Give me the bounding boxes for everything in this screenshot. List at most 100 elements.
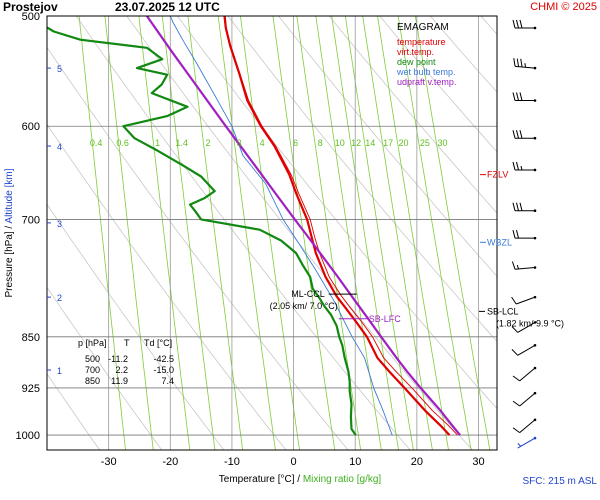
surface-elevation: SFC: 215 m ASL — [523, 476, 598, 487]
dry-adiabat-line — [47, 123, 287, 450]
wind-barb-feather — [519, 202, 523, 211]
mixing-ratio-label: 1 — [155, 138, 160, 148]
annotation-label: WBZL — [487, 237, 512, 247]
mixing-ratio-label: 0.6 — [116, 138, 129, 148]
wind-barb-base — [533, 26, 537, 30]
altitude-tick-label: 4 — [57, 142, 62, 152]
wind-barb-feather — [516, 230, 519, 239]
series-group — [47, 16, 461, 436]
y-tick-label: 500 — [22, 11, 40, 23]
wind-barb — [511, 321, 537, 333]
wind-barb-feather — [512, 427, 520, 434]
wind-barb-shaft — [517, 344, 536, 356]
annotation-label: SB-LFC — [369, 314, 402, 324]
station-name: Prostejov — [3, 0, 58, 14]
table-cell: 850 — [85, 376, 100, 386]
wind-barb — [512, 19, 537, 30]
dry-adiabat-line — [278, 16, 497, 277]
wind-barb-shaft — [519, 392, 536, 407]
dry-adiabat-line — [177, 16, 497, 410]
table-header: p [hPa] — [78, 338, 107, 348]
legend-entry: virt.temp. — [397, 47, 434, 57]
plot-frame — [46, 15, 498, 451]
wind-barb-feather — [511, 349, 519, 356]
legend-entry: wet bulb temp. — [396, 67, 456, 77]
wind-barb-feather — [512, 375, 520, 382]
annotation-label: SB-LCL — [487, 306, 519, 316]
dry-adiabat-line — [47, 286, 163, 450]
wind-barb-feather — [512, 130, 516, 139]
annotation-label: FZLV — [487, 170, 508, 180]
series-line — [145, 16, 461, 436]
legend-entry: udpraft v.temp. — [397, 77, 456, 87]
wind-barb-base — [533, 436, 537, 440]
altitude-tick-label: 3 — [57, 219, 62, 229]
table-cell: -42.5 — [153, 354, 174, 364]
altitude-tick-label: 5 — [57, 64, 62, 74]
mixing-ratio-label: 12 — [351, 138, 361, 148]
dry-adiabat-line — [227, 16, 497, 343]
mixing-ratio-label: 4 — [260, 138, 265, 148]
table-cell: 11.9 — [111, 376, 128, 386]
table-cell: 700 — [85, 365, 100, 375]
wind-barb-half-feather — [520, 165, 523, 171]
table-cell: -15.0 — [153, 365, 174, 375]
wind-barb-feather — [519, 130, 523, 139]
wind-barb-feather — [516, 161, 519, 171]
mixing-ratio-line — [377, 16, 449, 450]
mixing-ratio-label: 10 — [335, 138, 345, 148]
wind-barb-base — [533, 236, 537, 240]
y-tick-label: 1000 — [16, 430, 40, 442]
wind-barb-feather — [512, 19, 516, 29]
y-axis-label: Pressure [hPa] / Altitude [km] — [4, 168, 15, 297]
x-label-temperature: Temperature [°C] — [219, 474, 295, 485]
mixing-ratio-label: 17 — [383, 138, 393, 148]
y-tick-label: 850 — [22, 332, 40, 344]
wind-barb-half-feather — [516, 264, 520, 270]
x-tick-label: -20 — [162, 456, 178, 468]
series-line — [223, 16, 451, 436]
series-line — [169, 16, 393, 436]
wind-barb-half-feather — [517, 443, 522, 447]
wind-barb — [512, 202, 537, 213]
x-tick-label: 10 — [349, 456, 361, 468]
wind-barb — [512, 161, 537, 172]
dry-adiabat-line — [47, 203, 225, 450]
wind-barb-feather — [512, 161, 516, 171]
credit-text: CHMI © 2025 — [530, 1, 597, 13]
mixing-ratio-line — [397, 16, 472, 450]
wind-barb — [511, 343, 537, 356]
x-axis-label: Temperature [°C] / Mixing ratio [g/kg] — [219, 474, 382, 485]
wind-barb-base — [533, 209, 537, 213]
mixing-ratio-line — [104, 16, 154, 450]
dry-adiabat-line — [582, 16, 600, 453]
legend-entry: temperature — [397, 37, 446, 47]
mixing-ratio-line — [240, 16, 300, 450]
mixing-ratio-label: 20 — [398, 138, 408, 148]
wind-barb — [513, 58, 537, 70]
wind-barb — [512, 418, 537, 434]
mixing-ratio-label: 6 — [293, 138, 298, 148]
dry-adiabat-line — [47, 46, 349, 450]
svg-text:Temperature [°C] / Mixing rati: Temperature [°C] / Mixing ratio [g/kg] — [219, 474, 382, 485]
wind-barb-base — [533, 391, 537, 395]
mixing-ratio-line — [331, 16, 399, 450]
wind-barb-feather — [516, 58, 520, 67]
wind-barb-base — [533, 321, 537, 324]
y-label-altitude: Altitude [km] — [4, 168, 15, 223]
wind-barb-feather — [516, 202, 519, 211]
mixing-ratio-line — [272, 16, 336, 450]
mixing-ratio-label: 8 — [318, 138, 323, 148]
mixing-ratio-line — [138, 16, 191, 450]
mixing-ratio-label: 1.4 — [175, 138, 188, 148]
wind-barb-feather — [512, 202, 516, 211]
wind-barb-shaft — [519, 419, 536, 434]
wind-barb-base — [533, 66, 537, 70]
wind-barb-feather — [511, 261, 516, 270]
wind-barb — [512, 366, 537, 382]
wind-barb-base — [533, 295, 537, 299]
annotations-group: FZLV WBZL SB-LFC ML-CCL (2.05 km/ 7.0 °C) SB-… — [270, 170, 564, 329]
wind-barbs — [511, 19, 537, 449]
